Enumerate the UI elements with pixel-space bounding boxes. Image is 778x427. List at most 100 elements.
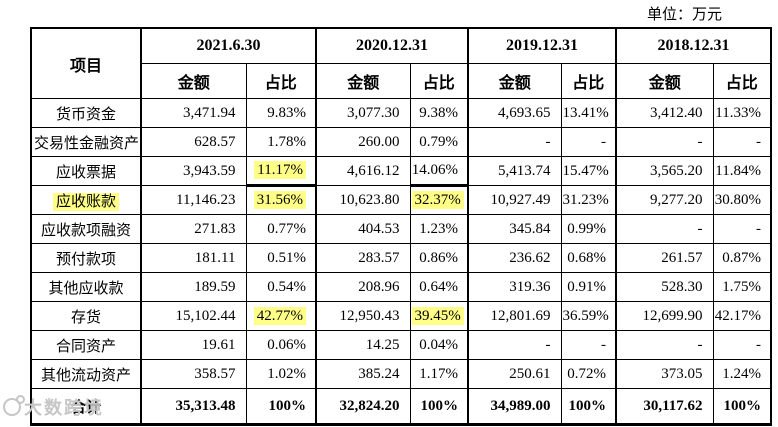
ratio-cell: 100% (712, 388, 772, 426)
ratio-cell: 0.54% (245, 272, 317, 302)
row-label: 合同资产 (30, 330, 142, 360)
ratio-cell: 0.87% (712, 243, 772, 273)
amount-cell: 181.11 (140, 243, 247, 273)
cell-value: - (601, 133, 606, 150)
cell-value: 9,277.20 (650, 191, 703, 208)
amount-cell: - (615, 330, 714, 360)
cell-value: - (601, 336, 606, 353)
amount-cell: 260.00 (315, 127, 411, 157)
cell-value: 12,950.43 (339, 307, 400, 324)
amount-cell: 345.84 (467, 214, 562, 244)
table-body: 货币资金 3,471.94 9.83% 3,077.30 9.38% 4,693.65 13… (30, 98, 772, 426)
cell-value: - (756, 220, 761, 237)
cell-value: 13.41% (562, 104, 609, 121)
amount-cell: 3,412.40 (615, 98, 714, 128)
amount-cell: 30,117.62 (615, 388, 714, 426)
cell-value: 42.17% (714, 307, 761, 324)
amount-cell: - (467, 127, 562, 157)
ratio-cell: 1.17% (409, 359, 469, 389)
cell-value: 189.59 (194, 278, 236, 295)
row-label-text: 预付款项 (55, 251, 116, 268)
cell-value: 12,801.69 (490, 307, 551, 324)
ratio-cell: 15.47% (560, 156, 617, 186)
table-row: 预付款项 181.11 0.51% 283.57 0.86% 236.62 0.68% 261… (30, 243, 772, 273)
cell-value: 345.84 (509, 220, 551, 237)
cell-value: 15.47% (562, 162, 609, 179)
cell-value: 11.17% (254, 161, 306, 179)
amount-cell: 528.30 (615, 272, 714, 302)
cell-value: 100% (268, 397, 307, 414)
watermark: 大数跨境 (3, 394, 104, 420)
amount-cell: 4,616.12 (315, 156, 411, 186)
amount-cell: 34,989.00 (467, 388, 562, 426)
cell-value: 11.84% (715, 162, 761, 179)
amount-cell: 319.36 (467, 272, 562, 302)
ratio-cell: 100% (245, 388, 317, 426)
cell-value: 0.04% (419, 336, 458, 353)
amount-cell: 4,693.65 (467, 98, 562, 128)
cell-value: 11.33% (715, 104, 761, 121)
ratio-cell: 0.91% (560, 272, 617, 302)
row-label: 其他应收款 (30, 272, 142, 302)
financial-table: 项目 2021.6.30 2020.12.31 2019.12.31 2018.12.3… (30, 27, 772, 426)
amount-cell: 12,950.43 (315, 301, 411, 331)
cell-value: - (756, 133, 761, 150)
cell-value: 319.36 (509, 278, 551, 295)
amount-cell: 208.96 (315, 272, 411, 302)
ratio-header: 占比 (712, 63, 772, 99)
row-label-text: 合同资产 (55, 338, 116, 355)
cell-value: 14.25 (365, 336, 400, 353)
amount-cell: 32,824.20 (315, 388, 411, 426)
cell-value: 628.57 (194, 133, 236, 150)
cell-value: 1.24% (722, 365, 761, 382)
ratio-cell: 0.72% (560, 359, 617, 389)
ratio-cell: 32.37% (409, 185, 469, 215)
amount-cell: - (467, 330, 562, 360)
row-label: 合计 (30, 388, 142, 426)
row-label-text: 其他应收款 (48, 280, 124, 297)
cell-value: 100% (568, 397, 607, 414)
row-label-text: 应收款项融资 (40, 222, 131, 239)
ratio-header: 占比 (409, 63, 469, 99)
amount-cell: 404.53 (315, 214, 411, 244)
amount-cell: 189.59 (140, 272, 247, 302)
table-row: 应收票据 3,943.59 11.17% 4,616.12 14.06% 5,413.74… (30, 156, 772, 187)
watermark-logo-icon (3, 395, 25, 416)
cell-value: 271.83 (194, 220, 236, 237)
cell-value: 4,616.12 (347, 162, 400, 179)
cell-value: 34,989.00 (490, 397, 551, 414)
cell-value: 181.11 (194, 249, 236, 266)
cell-value: 0.64% (419, 278, 458, 295)
cell-value: 36.59% (562, 307, 609, 324)
cell-value: 32,824.20 (339, 397, 400, 414)
table-row: 其他流动资产 358.57 1.02% 385.24 1.17% 250.61 0.72% 3… (30, 359, 772, 389)
amount-cell: 3,471.94 (140, 98, 247, 128)
cell-value: 260.00 (358, 133, 400, 150)
ratio-cell: 11.33% (712, 98, 772, 128)
ratio-cell: - (712, 330, 772, 360)
ratio-header: 占比 (560, 63, 617, 99)
cell-value: 9.38% (419, 104, 458, 121)
cell-value: 0.68% (567, 249, 606, 266)
amount-cell: 271.83 (140, 214, 247, 244)
cell-value: - (756, 336, 761, 353)
period-header: 2021.6.30 (140, 27, 317, 64)
ratio-cell: 36.59% (560, 301, 617, 331)
ratio-cell: 31.23% (560, 185, 617, 215)
ratio-cell: 0.86% (409, 243, 469, 273)
row-label: 应收账款 (30, 185, 142, 215)
ratio-cell: 1.23% (409, 214, 469, 244)
cell-value: 39.45% (411, 306, 464, 325)
cell-value: 1.23% (419, 220, 458, 237)
cell-value: 358.57 (194, 365, 236, 382)
ratio-cell: 11.84% (712, 156, 772, 186)
row-label-text: 其他流动资产 (40, 367, 131, 384)
ratio-cell: 39.45% (409, 301, 469, 331)
row-label-text: 存货 (70, 309, 101, 326)
cell-value: 0.91% (567, 278, 606, 295)
cell-value: 0.79% (419, 133, 458, 150)
row-label-text: 交易性金融资产 (34, 135, 140, 152)
amount-header: 金额 (615, 63, 714, 99)
cell-value: 3,471.94 (183, 104, 236, 121)
item-header: 项目 (30, 27, 142, 99)
